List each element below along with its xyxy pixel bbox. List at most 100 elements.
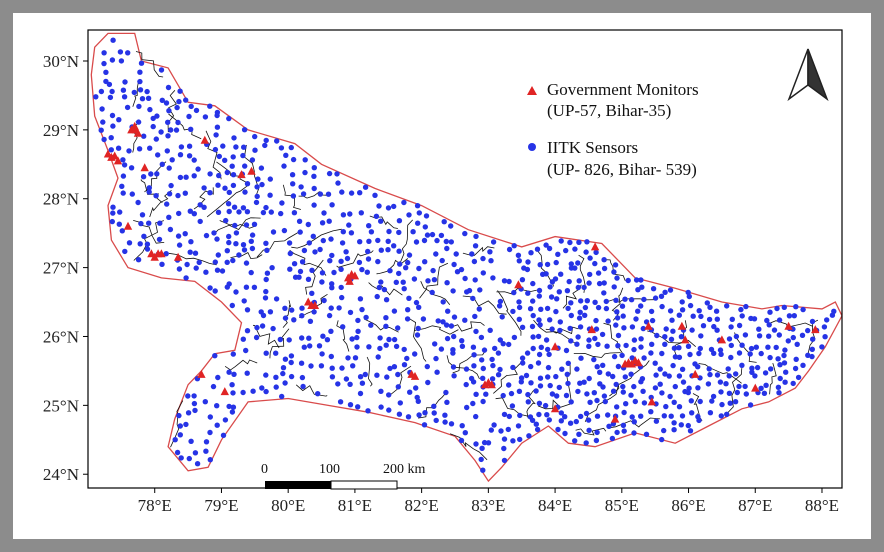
iitk-sensor-point xyxy=(650,286,657,292)
iitk-sensor-point xyxy=(420,316,427,322)
iitk-sensor-point xyxy=(669,317,675,323)
iitk-sensor-point xyxy=(340,324,346,330)
iitk-sensor-point xyxy=(471,363,477,369)
iitk-sensor-point xyxy=(229,163,235,169)
iitk-sensor-point xyxy=(649,317,656,324)
iitk-sensor-point xyxy=(176,210,182,217)
iitk-sensor-point xyxy=(110,204,116,210)
iitk-sensor-point xyxy=(615,363,622,370)
iitk-sensor-point xyxy=(601,290,607,296)
iitk-sensor-point xyxy=(459,423,465,429)
iitk-sensor-point xyxy=(609,435,616,442)
iitk-sensor-point xyxy=(472,243,479,249)
iitk-sensor-point xyxy=(473,328,479,335)
iitk-sensor-point xyxy=(282,380,288,386)
iitk-sensor-point xyxy=(158,129,164,135)
iitk-sensor-point xyxy=(299,313,305,319)
iitk-sensor-point xyxy=(776,317,783,323)
iitk-sensor-point xyxy=(537,375,544,381)
iitk-sensor-point xyxy=(619,303,626,309)
iitk-sensor-point xyxy=(230,154,236,160)
government-monitor-point xyxy=(220,387,229,396)
iitk-sensor-point xyxy=(135,257,142,263)
iitk-sensor-point xyxy=(166,165,172,171)
iitk-sensor-point xyxy=(591,356,597,363)
iitk-sensor-point xyxy=(524,266,531,273)
iitk-sensor-point xyxy=(534,246,541,252)
iitk-sensor-point xyxy=(444,245,450,252)
iitk-sensor-point xyxy=(584,298,590,304)
iitk-sensor-point xyxy=(614,275,620,281)
iitk-sensor-point xyxy=(470,400,476,407)
iitk-sensor-point xyxy=(116,221,123,227)
iitk-sensor-point xyxy=(348,190,355,196)
iitk-sensor-point xyxy=(318,363,325,369)
iitk-sensor-point xyxy=(138,220,144,227)
iitk-sensor-point xyxy=(537,262,543,268)
iitk-sensor-point xyxy=(186,143,193,149)
iitk-sensor-point xyxy=(652,385,659,391)
iitk-sensor-point xyxy=(500,392,506,399)
iitk-sensor-point xyxy=(714,327,720,333)
iitk-sensor-point xyxy=(106,81,113,88)
iitk-sensor-point xyxy=(263,204,269,211)
iitk-sensor-point xyxy=(141,233,147,239)
iitk-sensor-point xyxy=(240,389,246,396)
iitk-sensor-point xyxy=(497,298,504,305)
iitk-sensor-point xyxy=(443,238,449,245)
iitk-sensor-point xyxy=(188,438,194,444)
iitk-sensor-point xyxy=(614,315,621,321)
iitk-sensor-point xyxy=(564,371,570,377)
iitk-sensor-point xyxy=(671,399,677,405)
iitk-sensor-point xyxy=(289,307,295,313)
iitk-sensor-point xyxy=(196,259,202,266)
iitk-sensor-point xyxy=(244,328,251,334)
iitk-sensor-point xyxy=(516,299,522,305)
government-monitor-point xyxy=(237,170,246,179)
iitk-sensor-point xyxy=(365,408,371,414)
iitk-sensor-point xyxy=(685,343,692,349)
iitk-sensor-point xyxy=(219,268,226,274)
iitk-sensor-point xyxy=(530,298,536,304)
district-boundary xyxy=(450,321,485,332)
iitk-sensor-point xyxy=(139,96,146,102)
north-arrow-icon xyxy=(787,48,829,102)
iitk-sensor-point xyxy=(215,182,221,188)
iitk-sensor-point xyxy=(575,260,581,266)
iitk-sensor-point xyxy=(525,290,531,296)
iitk-sensor-point xyxy=(640,325,646,332)
iitk-sensor-point xyxy=(254,324,260,331)
iitk-sensor-point xyxy=(201,185,207,191)
iitk-sensor-point xyxy=(576,239,582,245)
iitk-sensor-point xyxy=(202,114,209,120)
iitk-sensor-point xyxy=(233,144,239,150)
iitk-sensor-point xyxy=(377,335,383,341)
iitk-sensor-point xyxy=(269,265,275,271)
iitk-sensor-point xyxy=(280,370,286,377)
iitk-sensor-point xyxy=(473,391,479,397)
iitk-sensor-point xyxy=(688,398,694,404)
iitk-sensor-point xyxy=(139,212,146,218)
iitk-sensor-point xyxy=(622,374,628,380)
iitk-sensor-point xyxy=(582,312,588,318)
iitk-sensor-point xyxy=(593,249,599,256)
iitk-sensor-point xyxy=(480,398,486,405)
iitk-sensor-point xyxy=(597,369,603,375)
iitk-sensor-point xyxy=(576,315,583,321)
iitk-sensor-point xyxy=(587,399,593,405)
iitk-sensor-point xyxy=(241,298,247,304)
government-monitor-point xyxy=(110,151,119,160)
iitk-sensor-point xyxy=(396,229,402,236)
iitk-sensor-point xyxy=(766,333,772,339)
iitk-sensor-point xyxy=(433,251,439,257)
iitk-sensor-point xyxy=(810,336,816,342)
iitk-sensor-point xyxy=(267,176,273,182)
iitk-sensor-point xyxy=(577,324,584,330)
iitk-sensor-point xyxy=(659,303,665,310)
iitk-sensor-point xyxy=(528,380,534,386)
iitk-sensor-point xyxy=(109,57,116,63)
iitk-sensor-point xyxy=(385,205,392,211)
iitk-sensor-point xyxy=(450,364,457,370)
iitk-sensor-point xyxy=(536,400,543,406)
iitk-sensor-point xyxy=(188,126,194,132)
